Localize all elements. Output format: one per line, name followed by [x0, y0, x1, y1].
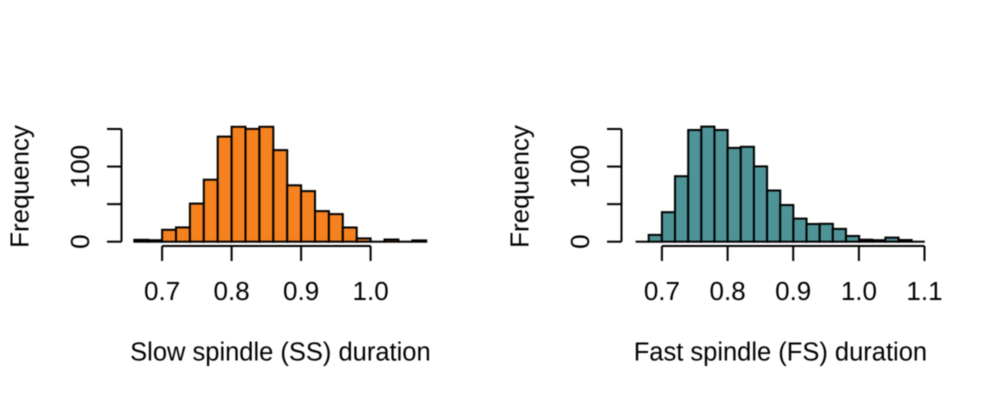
- svg-text:100: 100: [565, 145, 595, 188]
- svg-text:1.1: 1.1: [906, 276, 942, 306]
- svg-text:Frequency: Frequency: [5, 125, 35, 248]
- svg-text:Slow spindle (SS) duration: Slow spindle (SS) duration: [130, 339, 430, 367]
- svg-text:0.8: 0.8: [214, 276, 250, 306]
- svg-text:0.7: 0.7: [144, 276, 180, 306]
- svg-text:0.9: 0.9: [283, 276, 319, 306]
- svg-text:Fast spindle (FS) duration: Fast spindle (FS) duration: [634, 339, 927, 367]
- svg-text:0.7: 0.7: [644, 276, 680, 306]
- svg-text:1.0: 1.0: [841, 276, 877, 306]
- svg-text:0: 0: [565, 234, 595, 248]
- svg-text:1.0: 1.0: [353, 276, 389, 306]
- svg-text:0: 0: [65, 234, 95, 248]
- svg-text:0.8: 0.8: [710, 276, 746, 306]
- svg-text:0.9: 0.9: [775, 276, 811, 306]
- svg-text:100: 100: [65, 145, 95, 188]
- svg-text:Frequency: Frequency: [505, 125, 535, 248]
